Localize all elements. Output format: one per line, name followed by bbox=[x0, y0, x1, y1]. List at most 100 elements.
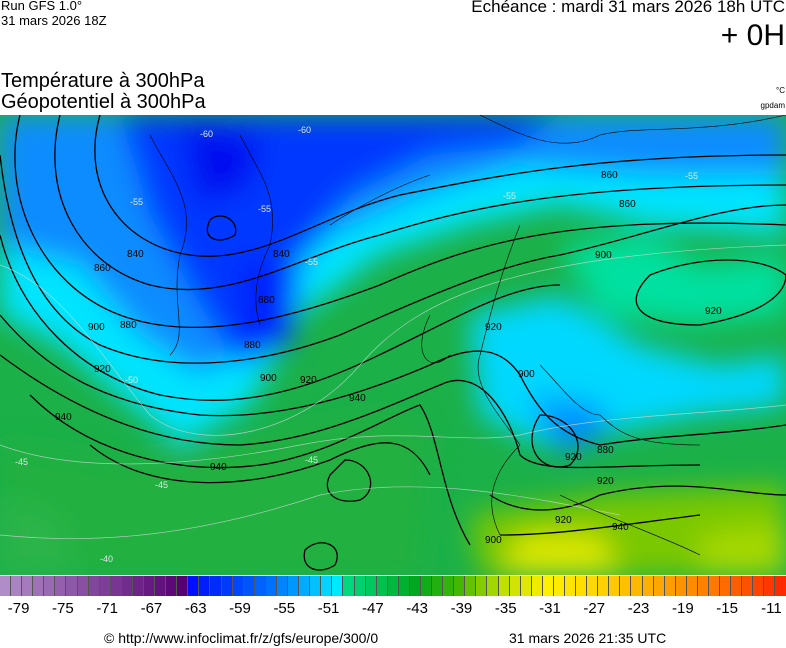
color-scale-swatch bbox=[631, 576, 643, 596]
color-scale-swatch bbox=[166, 576, 178, 596]
color-scale-tick-label: -35 bbox=[494, 600, 517, 617]
color-scale-swatch bbox=[110, 576, 122, 596]
color-scale-swatch bbox=[232, 576, 244, 596]
contour-label: 880 bbox=[258, 295, 275, 306]
color-scale-tick-label: -39 bbox=[450, 600, 473, 617]
isotherm-labels: -60 -55 -55 -55 -55 -50 -45 -45 -40 -45 … bbox=[15, 125, 698, 564]
color-scale-tick-label: -59 bbox=[229, 600, 251, 617]
contour-label: 900 bbox=[485, 535, 502, 546]
color-scale-swatch bbox=[155, 576, 167, 596]
contour-label: 920 bbox=[705, 306, 722, 317]
isotherms bbox=[0, 244, 786, 539]
run-date: 31 mars 2026 18Z bbox=[1, 13, 107, 28]
forecast-offset: + 0H bbox=[720, 19, 785, 52]
color-scale-swatch bbox=[498, 576, 510, 596]
contour-label: 920 bbox=[94, 364, 111, 375]
isotherm-label: -45 bbox=[305, 455, 318, 465]
contour-label: 920 bbox=[565, 452, 582, 463]
color-scale-swatch bbox=[742, 576, 754, 596]
color-scale-swatch bbox=[33, 576, 45, 596]
color-scale-tick-label: -55 bbox=[273, 600, 296, 617]
color-scale bbox=[0, 576, 786, 596]
generated-time: 31 mars 2026 21:35 UTC bbox=[509, 630, 667, 646]
color-scale-swatch bbox=[343, 576, 355, 596]
color-scale-swatch bbox=[465, 576, 477, 596]
color-scale-swatch bbox=[132, 576, 145, 596]
color-scale-swatch bbox=[553, 576, 565, 596]
isotherm-label: -55 bbox=[503, 191, 516, 201]
color-scale-swatch bbox=[99, 576, 111, 596]
isotherm-label: -55 bbox=[305, 257, 318, 267]
color-scale-swatch bbox=[609, 576, 621, 596]
isotherm-label: -40 bbox=[100, 554, 113, 564]
color-scale-tick-label: -15 bbox=[716, 600, 738, 617]
contour-label: 920 bbox=[485, 322, 502, 333]
isotherm-label: -55 bbox=[685, 171, 698, 181]
title-geopotential: Géopotentiel à 300hPa bbox=[1, 91, 206, 113]
coastlines bbox=[149, 115, 786, 556]
color-scale-swatch bbox=[409, 576, 421, 596]
geopotential-contours bbox=[0, 115, 786, 571]
color-scale-swatch bbox=[310, 576, 322, 596]
color-scale-swatch bbox=[720, 576, 732, 596]
isotherm-label: -45 bbox=[155, 480, 168, 490]
color-scale-swatch bbox=[443, 576, 455, 596]
color-scale-swatch bbox=[398, 576, 410, 596]
contour-labels: 860 840 860 880 900 920 880 840 880 900 … bbox=[55, 170, 722, 546]
color-scale-tick-label: -67 bbox=[140, 600, 163, 617]
color-scale-swatch bbox=[254, 576, 266, 596]
color-scale-swatch bbox=[420, 576, 433, 596]
contour-label: 940 bbox=[55, 412, 72, 423]
contour-label: 860 bbox=[619, 199, 636, 210]
color-scale-swatch bbox=[675, 576, 687, 596]
color-scale-tick-label: -79 bbox=[7, 600, 30, 617]
color-scale-swatch bbox=[387, 576, 399, 596]
color-scale-tick-label: -47 bbox=[362, 600, 384, 617]
unit-geopotential: gpdam bbox=[760, 101, 785, 110]
color-scale-swatch bbox=[276, 576, 289, 596]
color-scale-swatch bbox=[265, 576, 277, 596]
color-scale-swatch bbox=[66, 576, 78, 596]
color-scale-swatch bbox=[653, 576, 665, 596]
color-scale-swatch bbox=[432, 576, 444, 596]
color-scale-swatch bbox=[299, 576, 311, 596]
contour-label: 840 bbox=[273, 249, 290, 260]
color-scale-swatch bbox=[686, 576, 698, 596]
color-scale-swatch bbox=[188, 576, 200, 596]
unit-temperature: °C bbox=[776, 86, 785, 95]
contour-label: 940 bbox=[349, 393, 366, 404]
isotherm-label: -60 bbox=[200, 129, 213, 139]
color-scale-swatch bbox=[77, 576, 89, 596]
color-scale-swatch bbox=[221, 576, 233, 596]
color-scale-swatch bbox=[709, 576, 721, 596]
color-scale-swatch bbox=[332, 576, 344, 596]
color-scale-swatch bbox=[487, 576, 499, 596]
contour-label: 880 bbox=[597, 445, 614, 456]
color-scale-swatch bbox=[210, 576, 222, 596]
isotherm-label: -55 bbox=[130, 197, 143, 207]
color-scale-swatch bbox=[576, 576, 588, 596]
isotherm-label: -50 bbox=[125, 375, 138, 385]
color-scale-swatch bbox=[697, 576, 709, 596]
color-scale-swatch bbox=[531, 576, 543, 596]
color-scale-tick-label: -51 bbox=[317, 600, 340, 617]
color-scale-swatch bbox=[753, 576, 765, 596]
weather-map: 860 840 860 880 900 920 880 840 880 900 … bbox=[0, 115, 786, 575]
color-scale-swatch bbox=[664, 576, 676, 596]
color-scale-swatch bbox=[144, 576, 156, 596]
color-scale-swatch bbox=[731, 576, 743, 596]
contour-label: 900 bbox=[518, 369, 535, 380]
source-url: © http://www.infoclimat.fr/z/gfs/europe/… bbox=[104, 630, 379, 646]
contour-label: 900 bbox=[260, 373, 277, 384]
contour-label: 860 bbox=[94, 263, 111, 274]
color-scale-swatch bbox=[365, 576, 377, 596]
contour-label: 920 bbox=[555, 515, 572, 526]
color-scale-swatch bbox=[476, 576, 488, 596]
echeance: Echéance : mardi 31 mars 2026 18h UTC bbox=[471, 0, 785, 16]
color-scale-swatch bbox=[509, 576, 521, 596]
color-scale-swatch bbox=[587, 576, 599, 596]
color-scale-swatch bbox=[0, 576, 12, 596]
color-scale-swatch bbox=[642, 576, 654, 596]
color-scale-swatch bbox=[542, 576, 554, 596]
